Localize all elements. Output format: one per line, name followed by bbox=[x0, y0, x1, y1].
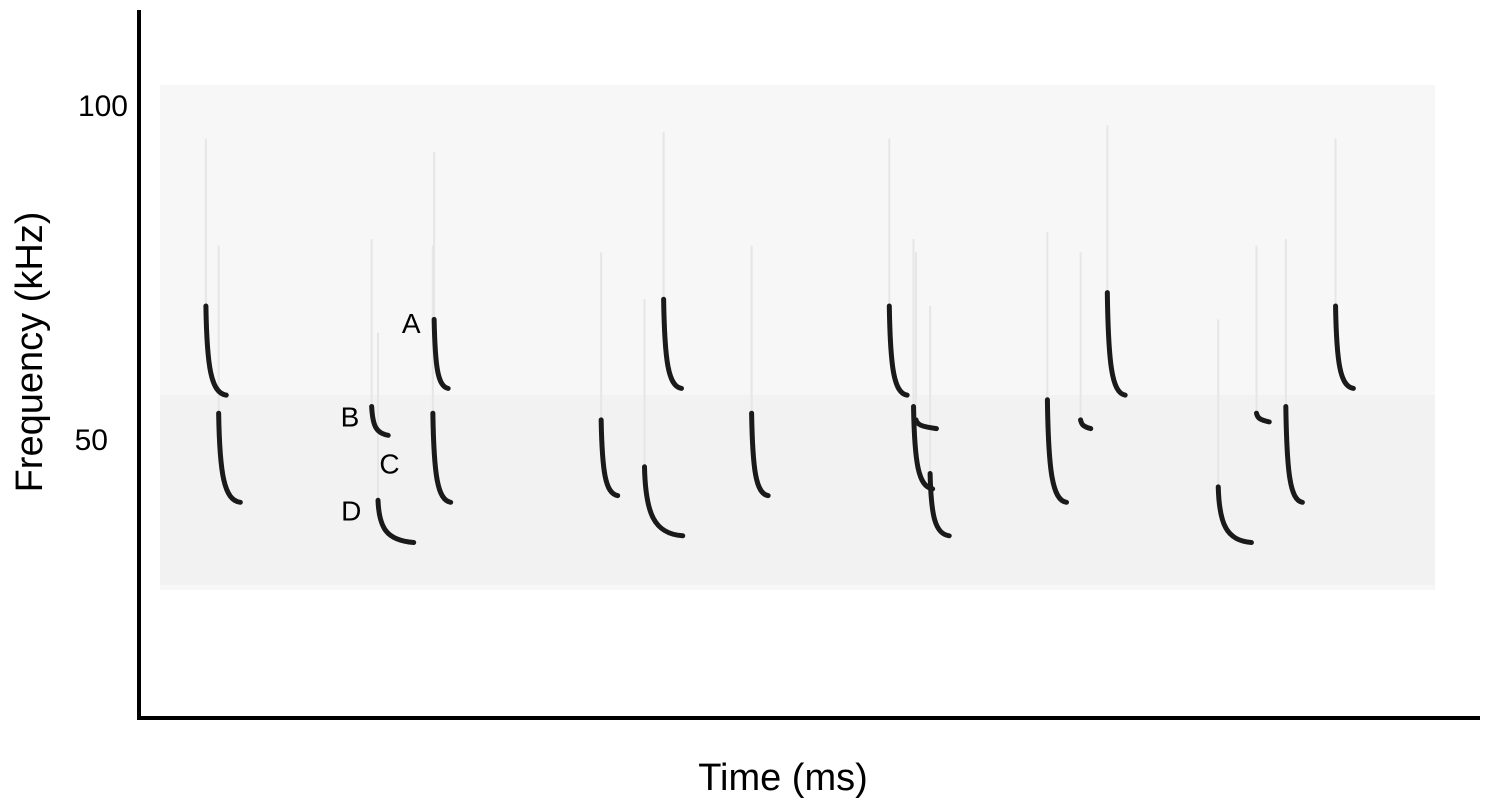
call-trace-9 bbox=[749, 410, 771, 499]
call-trace-6 bbox=[598, 417, 621, 499]
call-trace-14 bbox=[1044, 397, 1070, 505]
call-trace-5 bbox=[430, 410, 454, 505]
y-tick-label-100: 100 bbox=[78, 90, 128, 123]
call-trace-0 bbox=[203, 303, 229, 398]
call-trace-10 bbox=[886, 303, 910, 398]
call-annotations: A BCD bbox=[341, 308, 421, 527]
call-trace-16 bbox=[1104, 290, 1128, 398]
call-trace-2 bbox=[369, 404, 391, 438]
call-label-d: D bbox=[341, 495, 361, 526]
call-label-b: B bbox=[341, 402, 360, 433]
y-axis-title: Frequency (kHz) bbox=[9, 212, 51, 493]
call-traces bbox=[203, 125, 1356, 545]
call-trace-8 bbox=[661, 296, 684, 391]
call-trace-19 bbox=[1283, 404, 1305, 505]
x-axis-title: Time (ms) bbox=[698, 757, 868, 799]
y-tick-label-50: 50 bbox=[75, 424, 108, 457]
call-trace-1 bbox=[216, 410, 243, 505]
spectrogram-noise-band-inner bbox=[160, 395, 1435, 585]
call-label-c: C bbox=[379, 449, 399, 480]
call-trace-20 bbox=[1333, 303, 1356, 391]
call-trace-17 bbox=[1215, 484, 1254, 545]
call-trace-7 bbox=[642, 464, 686, 539]
call-label-a: A bbox=[402, 308, 421, 339]
call-trace-18 bbox=[1254, 410, 1272, 425]
call-trace-4 bbox=[431, 316, 451, 391]
call-trace-13 bbox=[927, 471, 952, 539]
call-trace-12 bbox=[913, 417, 939, 432]
call-trace-3 bbox=[375, 497, 417, 545]
call-trace-15 bbox=[1078, 417, 1094, 432]
